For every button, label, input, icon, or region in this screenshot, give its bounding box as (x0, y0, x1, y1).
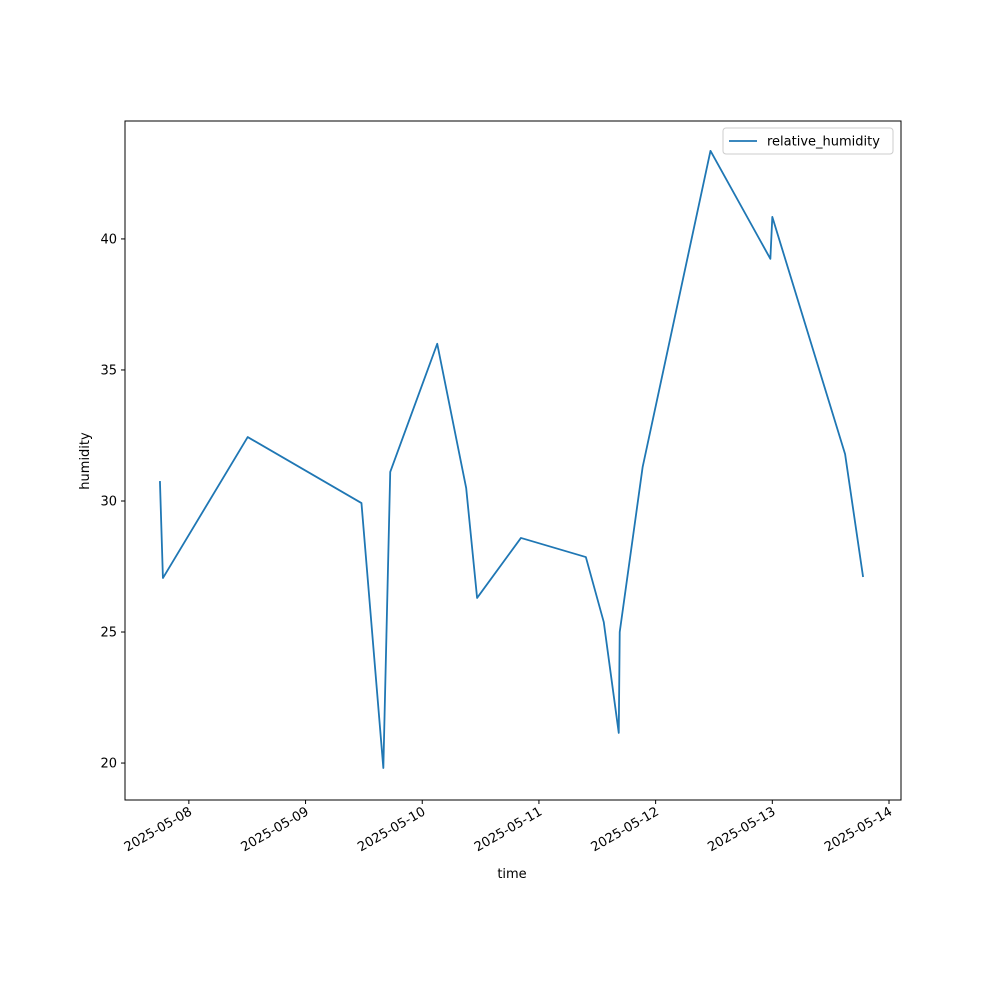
x-axis-label: time (497, 867, 526, 882)
y-tick-label: 40 (100, 232, 117, 247)
plot-frame (124, 120, 902, 801)
y-tick-label: 25 (100, 626, 117, 641)
line (159, 149, 864, 769)
y-axis-label: humidity (78, 432, 93, 490)
legend-box (722, 127, 894, 155)
legend: relative_humidity (722, 127, 894, 155)
y-tick-label: 30 (100, 494, 117, 509)
y-tick-label: 20 (100, 757, 117, 772)
legend-label: relative_humidity (767, 135, 880, 150)
y-tick-label: 35 (100, 363, 117, 378)
